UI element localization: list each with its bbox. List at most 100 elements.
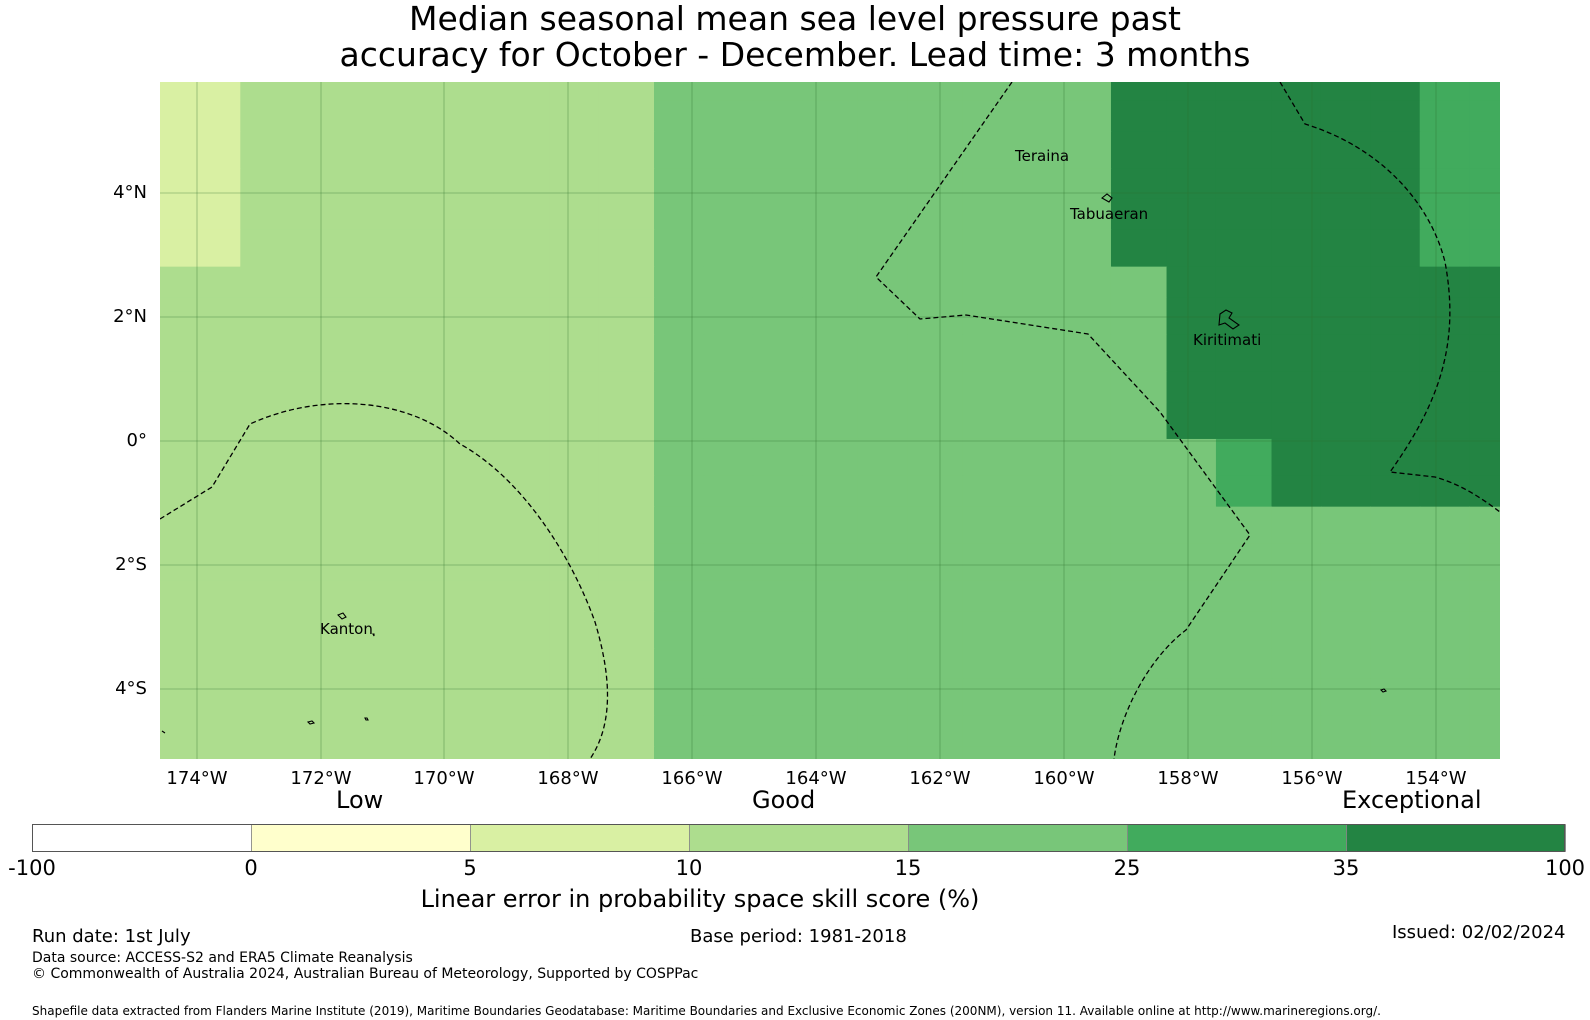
skill-grid-cell (1271, 438, 1322, 477)
skill-grid-cell (240, 475, 291, 508)
skill-grid-cell (703, 198, 754, 231)
lon-tick-label: 164°W (785, 768, 847, 789)
skill-grid-cell (160, 580, 241, 612)
skill-grid-cell (240, 715, 291, 748)
colorbar-tick-label: -100 (8, 856, 56, 880)
skill-grid-cell (444, 475, 495, 508)
skill-grid-cell (549, 580, 600, 612)
skill-grid-cell (345, 198, 445, 231)
colorbar-tick-label: 10 (675, 856, 703, 880)
skill-grid-cell (1271, 715, 1322, 748)
island-small-4 (372, 633, 375, 637)
skill-grid-cell (703, 438, 754, 477)
skill-grid-cell (1215, 475, 1273, 508)
skill-grid-cell (345, 438, 445, 477)
skill-grid-cell (1419, 611, 1470, 649)
skill-grid-cell (1271, 648, 1322, 680)
place-label-kiritimati: Kiritimati (1193, 331, 1261, 349)
skill-grid-cell (1110, 648, 1168, 680)
skill-grid-cell (752, 168, 803, 200)
skill-grid-cell (907, 131, 964, 169)
skill-grid-cell (1320, 131, 1371, 169)
skill-grid-cell (802, 543, 859, 582)
colorbar-segment (908, 824, 1128, 852)
skill-grid-cell (1061, 198, 1112, 231)
skill-grid-cell (493, 402, 550, 440)
skill-grid-cell (444, 543, 495, 582)
skill-grid-cell (1469, 746, 1500, 759)
skill-grid-cell (598, 402, 655, 440)
skill-grid-cell (1271, 611, 1322, 649)
skill-grid-cell (962, 543, 1063, 582)
skill-grid-cell (160, 131, 241, 169)
skill-grid-cell (1419, 438, 1470, 477)
skill-grid-cell (1166, 506, 1217, 545)
skill-grid-cell (907, 198, 964, 231)
skill-grid-cell (802, 266, 859, 299)
lon-tick-label: 174°W (166, 768, 228, 789)
skill-grid-cell (1110, 611, 1168, 649)
skill-grid-cell (493, 715, 550, 748)
skill-grid-cell (1271, 746, 1322, 759)
colorbar-axis-label: Linear error in probability space skill … (420, 885, 980, 913)
skill-grid-cell (962, 100, 1063, 132)
skill-grid-cell (703, 131, 754, 169)
skill-grid-cell (493, 580, 550, 612)
skill-grid-cell (345, 543, 445, 582)
skill-grid-cell (962, 506, 1063, 545)
skill-grid-cell (703, 746, 754, 759)
skill-grid-cell (1469, 229, 1500, 268)
skill-grid-cell (1419, 334, 1470, 372)
skill-grid-cell (493, 198, 550, 231)
skill-grid-cell (1271, 543, 1322, 582)
skill-grid-cell (240, 506, 291, 545)
skill-grid-cell (1271, 475, 1322, 508)
skill-grid-cell (549, 168, 600, 200)
skill-grid-cell (1215, 543, 1273, 582)
eez-boundary-line-islands (875, 82, 1251, 759)
skill-grid-cell (802, 100, 859, 132)
skill-grid-cell (1166, 168, 1217, 200)
skill-grid-cell (598, 580, 655, 612)
skill-grid-cell (549, 82, 600, 102)
skill-grid-cell (160, 266, 241, 299)
skill-grid-cell (240, 648, 291, 680)
skill-grid-cell (654, 715, 705, 748)
skill-grid-cell (598, 266, 655, 299)
skill-grid-cell (1419, 543, 1470, 582)
skill-grid-cell (549, 648, 600, 680)
skill-grid-cell (345, 82, 445, 102)
skill-grid-cell (1469, 438, 1500, 477)
skill-grid-cell (345, 475, 445, 508)
skill-grid-cell (1320, 168, 1371, 200)
skill-grid-cell (444, 82, 495, 102)
skill-grid-cell (160, 198, 241, 231)
skill-grid-cell (240, 746, 291, 759)
skill-grid-cell (962, 580, 1063, 612)
place-label-kanton: Kanton (320, 620, 373, 638)
skill-grid-cell (240, 371, 291, 403)
skill-grid-cell (752, 506, 803, 545)
skill-grid-cell (1271, 82, 1322, 102)
skill-grid-cell (345, 580, 445, 612)
skill-grid-cell (1419, 168, 1470, 200)
skill-grid-cell (549, 543, 600, 582)
skill-grid-cell (444, 371, 495, 403)
skill-grid-cell (907, 266, 964, 299)
skill-grid-cell (962, 678, 1063, 717)
skill-grid-cell (752, 82, 803, 102)
skill-grid-cell (1469, 543, 1500, 582)
skill-grid-cell (654, 580, 705, 612)
skill-grid-cell (493, 266, 550, 299)
skill-grid-cell (598, 100, 655, 132)
skill-grid-cell (1419, 82, 1470, 102)
skill-grid-cell (802, 648, 859, 680)
skill-grid-cell (907, 506, 964, 545)
copyright-notice: © Commonwealth of Australia 2024, Austra… (32, 966, 699, 982)
skill-grid-cell (444, 131, 495, 169)
skill-grid-cell (1271, 334, 1322, 372)
skill-grid-cell (962, 168, 1063, 200)
skill-grid-cell (240, 580, 291, 612)
skill-grid-cell (289, 475, 346, 508)
skill-grid-cell (752, 580, 803, 612)
